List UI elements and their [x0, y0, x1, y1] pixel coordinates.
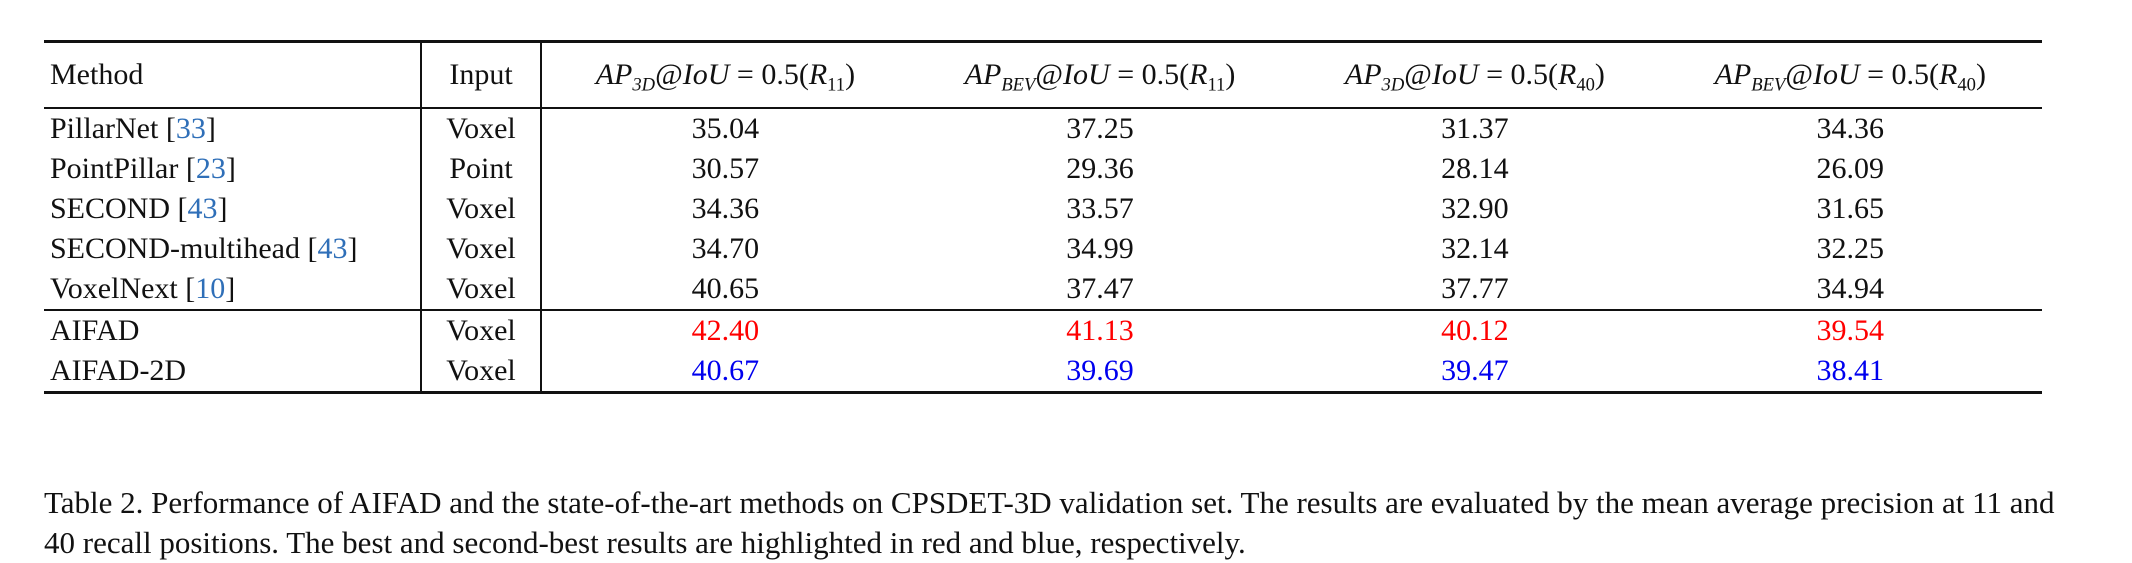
method-cell: AIFAD-2D [50, 354, 187, 387]
input-cell: Voxel [420, 310, 542, 351]
value-cell: 31.65 [1816, 192, 1885, 225]
value-cell: 34.36 [691, 192, 760, 225]
header-method: Method [50, 58, 144, 91]
header-metric-3: AP3D@IoU = 0.5(R40) [1344, 58, 1605, 96]
value-cell: 37.77 [1441, 272, 1509, 305]
table-row: SECOND-multihead [43] Voxel 34.70 34.99 … [44, 229, 2042, 269]
method-cell: SECOND [43] [50, 192, 228, 225]
citation-link[interactable]: 23 [195, 152, 226, 185]
value-cell: 35.04 [691, 112, 760, 145]
value-cell: 34.94 [1816, 272, 1885, 305]
best-value-cell: 42.40 [691, 314, 760, 347]
value-cell: 37.25 [1066, 112, 1134, 145]
value-cell: 28.14 [1441, 152, 1509, 185]
second-value-cell: 38.41 [1816, 354, 1885, 387]
header-input: Input [420, 41, 542, 108]
second-value-cell: 40.67 [691, 354, 760, 387]
best-value-cell: 40.12 [1441, 314, 1509, 347]
input-cell: Voxel [420, 108, 542, 149]
value-cell: 26.09 [1816, 152, 1885, 185]
value-cell: 32.90 [1441, 192, 1509, 225]
input-cell: Voxel [420, 229, 542, 269]
table-row: PointPillar [23] Point 30.57 29.36 28.14… [44, 149, 2042, 189]
method-cell: PointPillar [23] [50, 152, 236, 185]
value-cell: 30.57 [691, 152, 760, 185]
value-cell: 33.57 [1066, 192, 1134, 225]
second-value-cell: 39.69 [1066, 354, 1134, 387]
input-cell: Point [420, 149, 542, 189]
method-cell: SECOND-multihead [43] [50, 232, 358, 265]
table-row: SECOND [43] Voxel 34.36 33.57 32.90 31.6… [44, 189, 2042, 229]
value-cell: 34.99 [1066, 232, 1134, 265]
table-row: VoxelNext [10] Voxel 40.65 37.47 37.77 3… [44, 269, 2042, 310]
results-table: Method Input AP3D@IoU = 0.5(R11) APBEV@I… [44, 40, 2042, 394]
input-cell: Voxel [420, 189, 542, 229]
table-header-row: Method Input AP3D@IoU = 0.5(R11) APBEV@I… [44, 41, 2042, 108]
method-cell: AIFAD [50, 314, 140, 347]
input-cell: Voxel [420, 351, 542, 393]
table-row-ours: AIFAD-2D Voxel 40.67 39.69 39.47 38.41 [44, 351, 2042, 393]
method-cell: VoxelNext [10] [50, 272, 236, 305]
second-value-cell: 39.47 [1441, 354, 1509, 387]
header-metric-2: APBEV@IoU = 0.5(R11) [964, 58, 1236, 96]
citation-link[interactable]: 43 [187, 192, 218, 225]
header-metric-4: APBEV@IoU = 0.5(R40) [1714, 58, 1986, 96]
value-cell: 29.36 [1066, 152, 1134, 185]
value-cell: 32.14 [1441, 232, 1509, 265]
best-value-cell: 41.13 [1066, 314, 1134, 347]
results-table-container: Method Input AP3D@IoU = 0.5(R11) APBEV@I… [44, 40, 2042, 394]
table-row-ours: AIFAD Voxel 42.40 41.13 40.12 39.54 [44, 310, 2042, 351]
table-caption: Table 2. Performance of AIFAD and the st… [44, 485, 2055, 560]
table-row: PillarNet [33] Voxel 35.04 37.25 31.37 3… [44, 108, 2042, 149]
header-metric-1: AP3D@IoU = 0.5(R11) [595, 58, 856, 96]
value-cell: 34.36 [1816, 112, 1885, 145]
method-cell: PillarNet [33] [50, 112, 216, 145]
value-cell: 31.37 [1441, 112, 1509, 145]
input-cell: Voxel [420, 269, 542, 310]
value-cell: 37.47 [1066, 272, 1134, 305]
value-cell: 34.70 [691, 232, 760, 265]
best-value-cell: 39.54 [1816, 314, 1885, 347]
value-cell: 32.25 [1816, 232, 1885, 265]
citation-link[interactable]: 43 [317, 232, 348, 265]
value-cell: 40.65 [691, 272, 760, 305]
citation-link[interactable]: 10 [195, 272, 226, 305]
citation-link[interactable]: 33 [175, 112, 206, 145]
